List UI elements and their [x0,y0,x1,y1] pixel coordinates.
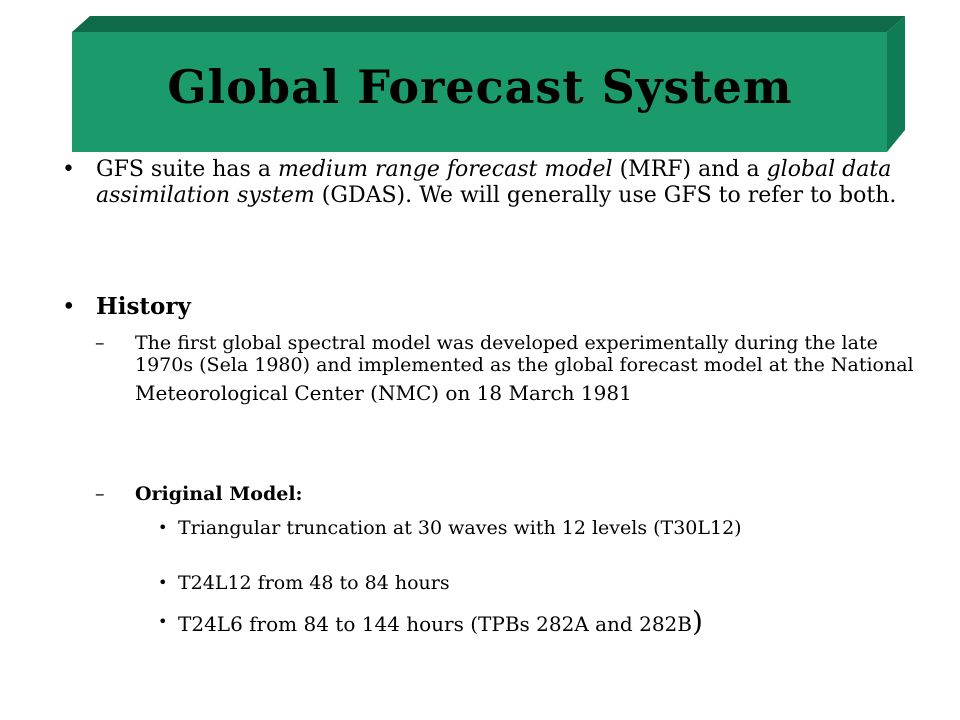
sub-bullet-dot: • [158,573,168,592]
text-run: (GDAS). We will generally use GFS to ref… [314,183,897,208]
original-item-text: T24L6 from 84 to 144 hours (TPBs 282A an… [178,608,878,636]
dash-mark: – [95,332,105,354]
title-banner: Global Forecast System [0,0,960,160]
history-first-line-end: Meteorological Center (NMC) on 18 March … [135,381,632,405]
banner-top-face [72,16,905,32]
banner-side-face [887,16,905,152]
italic-term-gdas: global data assimilation system [96,157,892,208]
text-run: GFS suite has a [96,157,278,182]
italic-term-mrf: medium range forecast model [277,157,613,182]
slide-title: Global Forecast System [167,60,793,114]
sub-bullet-dot: • [158,612,168,631]
dash-mark: – [95,483,105,505]
closing-paren: ) [691,605,703,638]
bullet-gfs-text: GFS suite has a medium range forecast mo… [96,157,946,209]
original-model-label: Original Model: [135,483,303,505]
title-banner-shape [72,16,905,152]
original-item-text: T24L12 from 48 to 84 hours [178,572,450,594]
banner-front-face [72,32,887,152]
bullet-dot: • [62,294,76,320]
history-heading: History [96,293,191,320]
text-run: (MRF) and a [612,157,767,182]
bullet-dot: • [62,157,75,182]
text-run: T24L6 from 84 to 144 hours (TPBs 282A an… [178,612,692,636]
original-item-text: Triangular truncation at 30 waves with 1… [178,517,742,539]
history-first-text: The first global spectral model was deve… [135,332,915,404]
history-first-line: The first global spectral model was deve… [135,332,914,376]
sub-bullet-dot: • [158,518,168,537]
